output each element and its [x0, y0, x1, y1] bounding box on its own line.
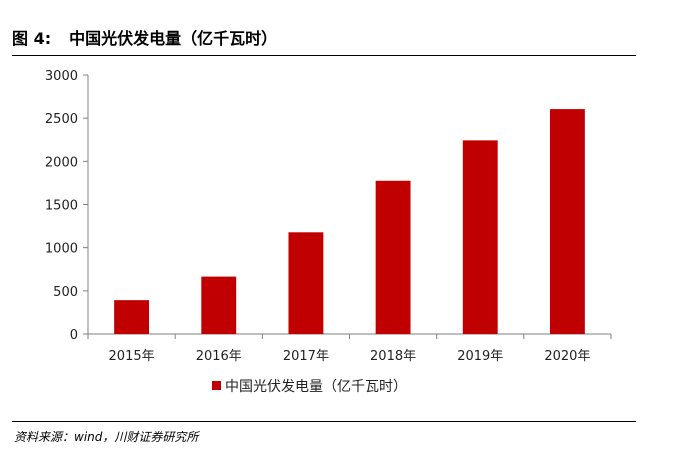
x-tick-label: 2017年	[283, 349, 329, 364]
legend: 中国光伏发电量（亿千瓦时）	[212, 379, 407, 395]
x-tick-label: 2020年	[544, 349, 590, 364]
figure-number: 图 4:	[12, 29, 52, 48]
bar	[462, 140, 498, 334]
y-tick-label: 500	[53, 285, 78, 300]
bar	[375, 180, 411, 334]
y-axis: 0 500 1000 1500 2000 2500 3000	[45, 69, 89, 343]
footer-rule	[12, 421, 636, 422]
y-tick-label: 2000	[45, 155, 78, 170]
figure-title: 中国光伏发电量（亿千瓦时）	[69, 29, 278, 48]
bars	[114, 109, 585, 334]
bar	[549, 109, 585, 334]
x-tick-label: 2018年	[370, 349, 416, 364]
legend-label: 中国光伏发电量（亿千瓦时）	[225, 379, 407, 395]
y-tick-label: 1000	[45, 242, 78, 257]
y-tick-label: 3000	[45, 69, 78, 84]
y-tick-label: 1500	[45, 199, 78, 214]
y-tick-label: 0	[70, 328, 78, 343]
x-axis: 2015年 2016年 2017年 2018年 2019年 2020年	[87, 333, 612, 364]
x-tick-label: 2019年	[457, 349, 503, 364]
y-tick-label: 2500	[45, 112, 78, 127]
bar	[201, 276, 237, 334]
legend-swatch	[212, 381, 221, 390]
header-rule	[12, 55, 636, 56]
bar	[288, 232, 324, 334]
x-tick-label: 2016年	[196, 349, 242, 364]
bar	[114, 300, 150, 334]
source-note: 资料来源：wind，川财证券研究所	[14, 430, 199, 444]
x-tick-label: 2015年	[109, 349, 155, 364]
figure-header: 图 4: 中国光伏发电量（亿千瓦时）	[12, 24, 636, 54]
